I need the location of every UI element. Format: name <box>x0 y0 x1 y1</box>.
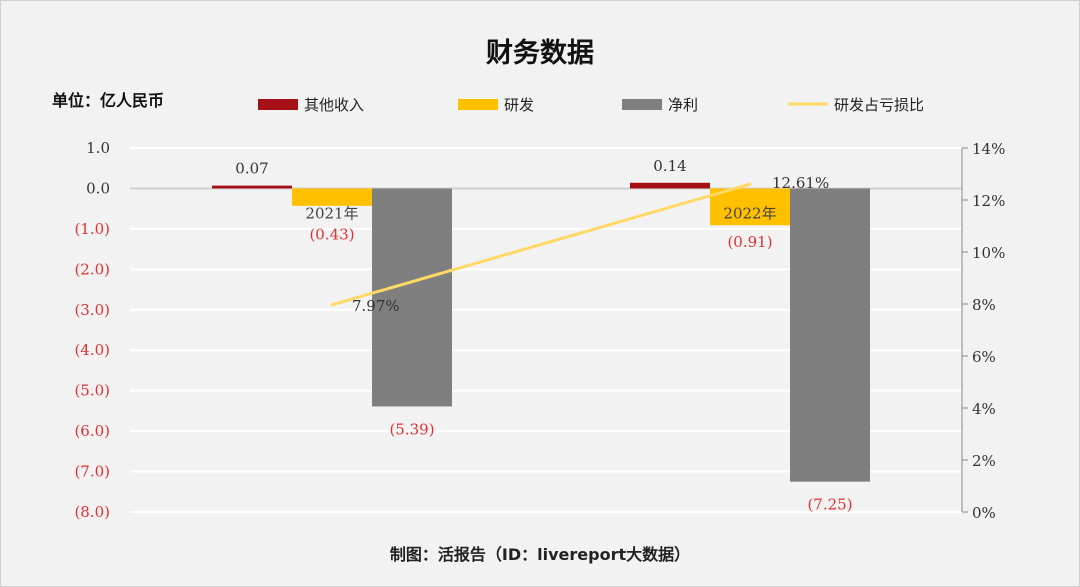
right-tick-label: 6% <box>972 348 996 366</box>
left-tick-label: (4.0) <box>74 341 110 359</box>
left-tick-label: 1.0 <box>86 139 110 157</box>
chart-title: 财务数据 <box>486 38 594 69</box>
legend-swatch <box>458 99 498 110</box>
bar-data-label: (7.25) <box>807 496 852 514</box>
bar-data-label: (0.91) <box>727 233 772 251</box>
legend-label: 研发占亏损比 <box>834 96 924 114</box>
category-label: 2021年 <box>305 204 358 222</box>
line-point <box>748 182 752 186</box>
legend-label: 其他收入 <box>304 96 364 114</box>
right-tick-label: 0% <box>972 504 996 522</box>
left-tick-label: (8.0) <box>74 503 110 521</box>
bar-研发 <box>710 188 790 226</box>
legend-label: 净利 <box>668 96 698 114</box>
line-point <box>330 303 334 307</box>
unit-label: 单位：亿人民币 <box>52 91 164 110</box>
category-label: 2022年 <box>723 204 776 222</box>
legend-swatch <box>622 99 662 110</box>
left-tick-label: (6.0) <box>74 422 110 440</box>
left-tick-label: (1.0) <box>74 220 110 238</box>
legend-label: 研发 <box>504 96 534 114</box>
line-data-label: 12.61% <box>772 174 829 192</box>
left-tick-label: 0.0 <box>86 179 110 197</box>
left-tick-label: (7.0) <box>74 463 110 481</box>
bar-data-label: (0.43) <box>309 225 354 243</box>
bar-data-label: (5.39) <box>389 420 434 438</box>
right-tick-label: 4% <box>972 400 996 418</box>
right-tick-label: 14% <box>972 140 1005 158</box>
legend-swatch <box>258 99 298 110</box>
left-tick-label: (3.0) <box>74 301 110 319</box>
left-tick-label: (5.0) <box>74 382 110 400</box>
line-series-研发占亏损比 <box>331 182 751 307</box>
bar-净利 <box>372 188 452 407</box>
line-data-label: 7.97% <box>352 297 400 315</box>
bar-研发 <box>292 188 372 206</box>
bar-data-label: 0.14 <box>653 157 686 175</box>
footer-credit: 制图：活报告（ID：livereport大数据） <box>390 545 690 564</box>
bar-其他收入 <box>212 185 292 189</box>
right-tick-label: 2% <box>972 452 996 470</box>
bar-净利 <box>790 188 870 482</box>
left-tick-label: (2.0) <box>74 260 110 278</box>
bar-data-label: 0.07 <box>235 160 268 178</box>
bar-其他收入 <box>630 182 710 189</box>
right-tick-label: 8% <box>972 296 996 314</box>
right-tick-label: 10% <box>972 244 1005 262</box>
right-tick-label: 12% <box>972 192 1005 210</box>
